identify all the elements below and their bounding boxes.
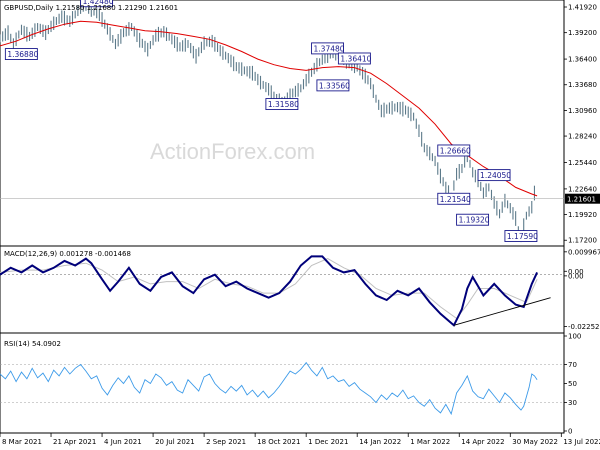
price-y-tick-label: 1.33680 [568,81,597,89]
axes: 1.41920 1.39200 1.36400 1.33680 1.30960 1.282… [0,4,600,446]
annotation-box [316,79,350,92]
annotation-box [504,230,538,242]
rsi-y-tick-label: 50 [568,380,577,388]
x-tick-label: 2 Sep 2021 [206,438,246,446]
price-annotation: 1.19320 [456,213,490,226]
rsi-y-tick-label: 30 [568,399,577,407]
annotation-box [477,169,511,182]
x-tick-label: 13 Jul 2022 [563,438,600,446]
annotation-label: 1.37480 [314,44,345,53]
macd-signal-line [0,258,538,320]
annotation-box [4,48,38,61]
price-header: GBPUSD,Daily 1.21580 1.21680 1.21290 1.2… [4,4,178,12]
x-tick-label: 4 Jun 2021 [104,438,142,446]
x-tick-label: 14 Jan 2022 [359,438,401,446]
x-tick-label: 18 Oct 2021 [257,438,300,446]
annotation-label: 1.24050 [480,171,511,180]
price-annotation: 1.36880 [4,48,39,61]
macd-trendline [453,297,551,326]
annotation-box [456,213,490,226]
rsi-y-tick-label: 100 [568,333,581,341]
annotation-label: 1.26660 [440,146,471,155]
price-annotation: 1.24050 [477,169,511,182]
macd-y-tick-label: 0.00 [568,268,584,276]
macd-line [0,255,539,327]
rsi-series [0,361,564,416]
annotation-label: 1.31580 [268,100,299,109]
annotation-label: 1.21540 [440,195,471,204]
annotation-box [437,144,471,157]
current-price-label: 1.21601 [567,195,596,203]
macd-header: MACD(12,26,9) 0.001278 -0.001468 [4,250,131,258]
price-pane [0,0,565,247]
price-y-tick-label: 1.17200 [568,237,597,245]
price-y-tick-label: 1.36400 [568,56,597,64]
annotation-box [311,42,344,55]
price-annotation: 1.21540 [437,192,471,205]
rsi-line [0,361,538,416]
watermark: ActionForex.com [150,139,315,164]
price-annotation: 1.33560 [316,79,350,92]
price-y-tick-label: 1.41920 [568,4,597,12]
macd-y-tick-label: 0.009967 [568,248,600,256]
annotation-label: 1.36410 [340,54,371,63]
price-y-tick-label: 1.19920 [568,211,597,219]
x-tick-label: 14 Apr 2022 [461,438,504,446]
price-annotation: 1.31580 [265,98,299,111]
x-tick-label: 20 Jul 2021 [155,438,195,446]
price-annotation: 1.26660 [437,144,471,157]
price-y-tick-label: 1.25440 [568,159,597,167]
price-annotation: 1.42480 [80,0,114,8]
x-tick-label: 30 May 2022 [512,438,558,446]
current-price-marker [565,193,600,204]
annotation-label: 1.36880 [7,50,38,59]
x-tick-label: 1 Mar 2022 [410,438,450,446]
x-tick-label: 21 Apr 2021 [53,438,96,446]
x-tick-label: 8 Mar 2021 [2,438,42,446]
price-y-tick-label: 1.30960 [568,107,597,115]
price-y-tick-label: 1.22640 [568,185,597,193]
annotation-label: 1.33560 [319,81,350,90]
price-annotation: 1.36410 [337,52,372,65]
annotation-label: 1.42480 [83,0,114,6]
price-annotation: 1.17590 [504,230,538,242]
annotation-box [437,192,471,205]
price-y-tick-label: 1.28240 [568,133,597,141]
x-tick-label: 1 Dec 2021 [308,438,348,446]
annotation-label: 1.17590 [507,232,538,241]
annotation-box [80,0,114,8]
rsi-y-tick-label: 70 [568,361,577,369]
price-annotation: 1.37480 [311,42,345,55]
rsi-header: RSI(14) 54.0902 [4,340,61,348]
macd-series [0,255,564,327]
price-y-tick-label: 1.39200 [568,29,597,37]
annotation-box [265,98,299,111]
annotation-label: 1.19320 [459,216,490,225]
annotation-box [337,52,371,65]
rsi-y-tick-label: 0 [568,428,572,436]
macd-y-tick-label: 0.00 [568,272,584,280]
